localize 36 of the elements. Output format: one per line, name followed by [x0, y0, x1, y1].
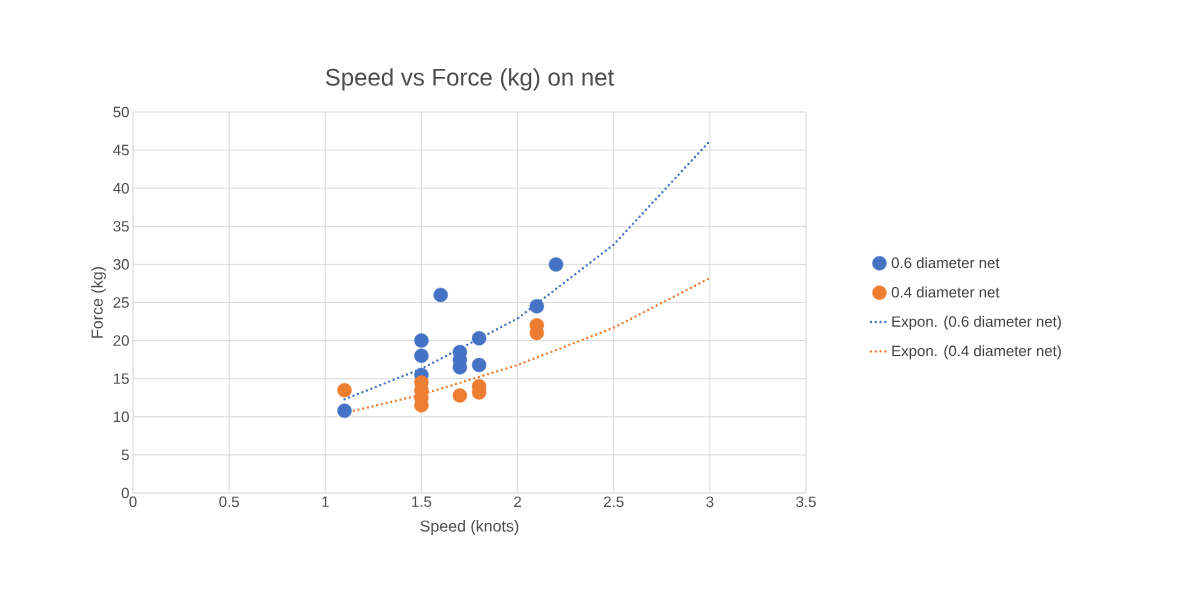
point [471, 331, 487, 346]
legend-label: Expon. (0.4 diameter net) [892, 345, 1061, 360]
x-tick-label: 3 [706, 496, 714, 508]
x-tick-label: 3.5 [796, 496, 816, 508]
legend-label: 0.4 diameter net [891, 286, 1000, 298]
legend-label: Expon. (0.6 diameter net) [892, 315, 1061, 330]
y-tick-label: 5 [121, 449, 129, 461]
point [471, 357, 487, 373]
x-tick-label: 1.5 [412, 496, 432, 507]
y-tick-label: 30 [113, 259, 129, 270]
chart-title: Speed vs Force (kg) on net [325, 68, 615, 91]
y-tick-label: 15 [113, 373, 129, 384]
point [337, 382, 352, 398]
x-axis-title: Speed (knots) [420, 519, 519, 535]
x-tick-label: 0 [129, 496, 137, 508]
y-tick-label: 45 [113, 144, 129, 156]
x-tick-label: 0.5 [219, 496, 239, 508]
point [414, 333, 429, 348]
y-tick-label: 35 [113, 220, 129, 232]
y-tick-label: 20 [113, 335, 129, 346]
point [414, 348, 429, 364]
x-tick-label: 1 [322, 496, 329, 507]
y-axis-title: Force (kg) [91, 267, 106, 338]
x-tick-label: 2 [514, 496, 521, 507]
y-tick-label: 40 [113, 182, 129, 194]
point [529, 299, 544, 314]
y-tick-label: 25 [113, 297, 129, 308]
point [452, 388, 468, 403]
y-tick-label: 50 [113, 106, 129, 118]
legend-label: 0.6 diameter net [891, 257, 1000, 269]
point [433, 287, 448, 303]
y-tick-label: 10 [113, 411, 129, 423]
x-tick-label: 2.5 [604, 496, 624, 508]
point [337, 403, 352, 418]
point [548, 257, 564, 272]
y-tick-label: 0 [121, 487, 129, 499]
